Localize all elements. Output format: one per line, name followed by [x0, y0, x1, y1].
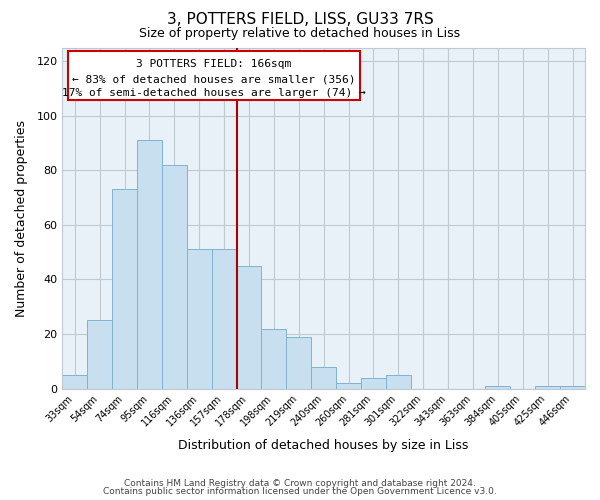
Text: 3 POTTERS FIELD: 166sqm: 3 POTTERS FIELD: 166sqm [136, 60, 292, 70]
Bar [187, 250, 212, 388]
Text: Contains HM Land Registry data © Crown copyright and database right 2024.: Contains HM Land Registry data © Crown c… [124, 478, 476, 488]
Bar [162, 165, 187, 388]
Bar [212, 250, 236, 388]
FancyBboxPatch shape [68, 51, 360, 100]
Bar [361, 378, 386, 388]
Bar [262, 328, 286, 388]
Text: 3, POTTERS FIELD, LISS, GU33 7RS: 3, POTTERS FIELD, LISS, GU33 7RS [167, 12, 433, 28]
Bar [286, 337, 311, 388]
Text: Size of property relative to detached houses in Liss: Size of property relative to detached ho… [139, 28, 461, 40]
Bar [311, 367, 336, 388]
Bar [485, 386, 511, 388]
Text: Contains public sector information licensed under the Open Government Licence v3: Contains public sector information licen… [103, 487, 497, 496]
Bar [137, 140, 162, 388]
Bar [87, 320, 112, 388]
Bar [236, 266, 262, 388]
Bar [560, 386, 585, 388]
Bar [336, 383, 361, 388]
Y-axis label: Number of detached properties: Number of detached properties [15, 120, 28, 316]
Bar [62, 375, 87, 388]
Text: ← 83% of detached houses are smaller (356): ← 83% of detached houses are smaller (35… [72, 74, 356, 84]
Bar [535, 386, 560, 388]
X-axis label: Distribution of detached houses by size in Liss: Distribution of detached houses by size … [178, 440, 469, 452]
Bar [112, 190, 137, 388]
Bar [386, 375, 411, 388]
Text: 17% of semi-detached houses are larger (74) →: 17% of semi-detached houses are larger (… [62, 88, 366, 98]
